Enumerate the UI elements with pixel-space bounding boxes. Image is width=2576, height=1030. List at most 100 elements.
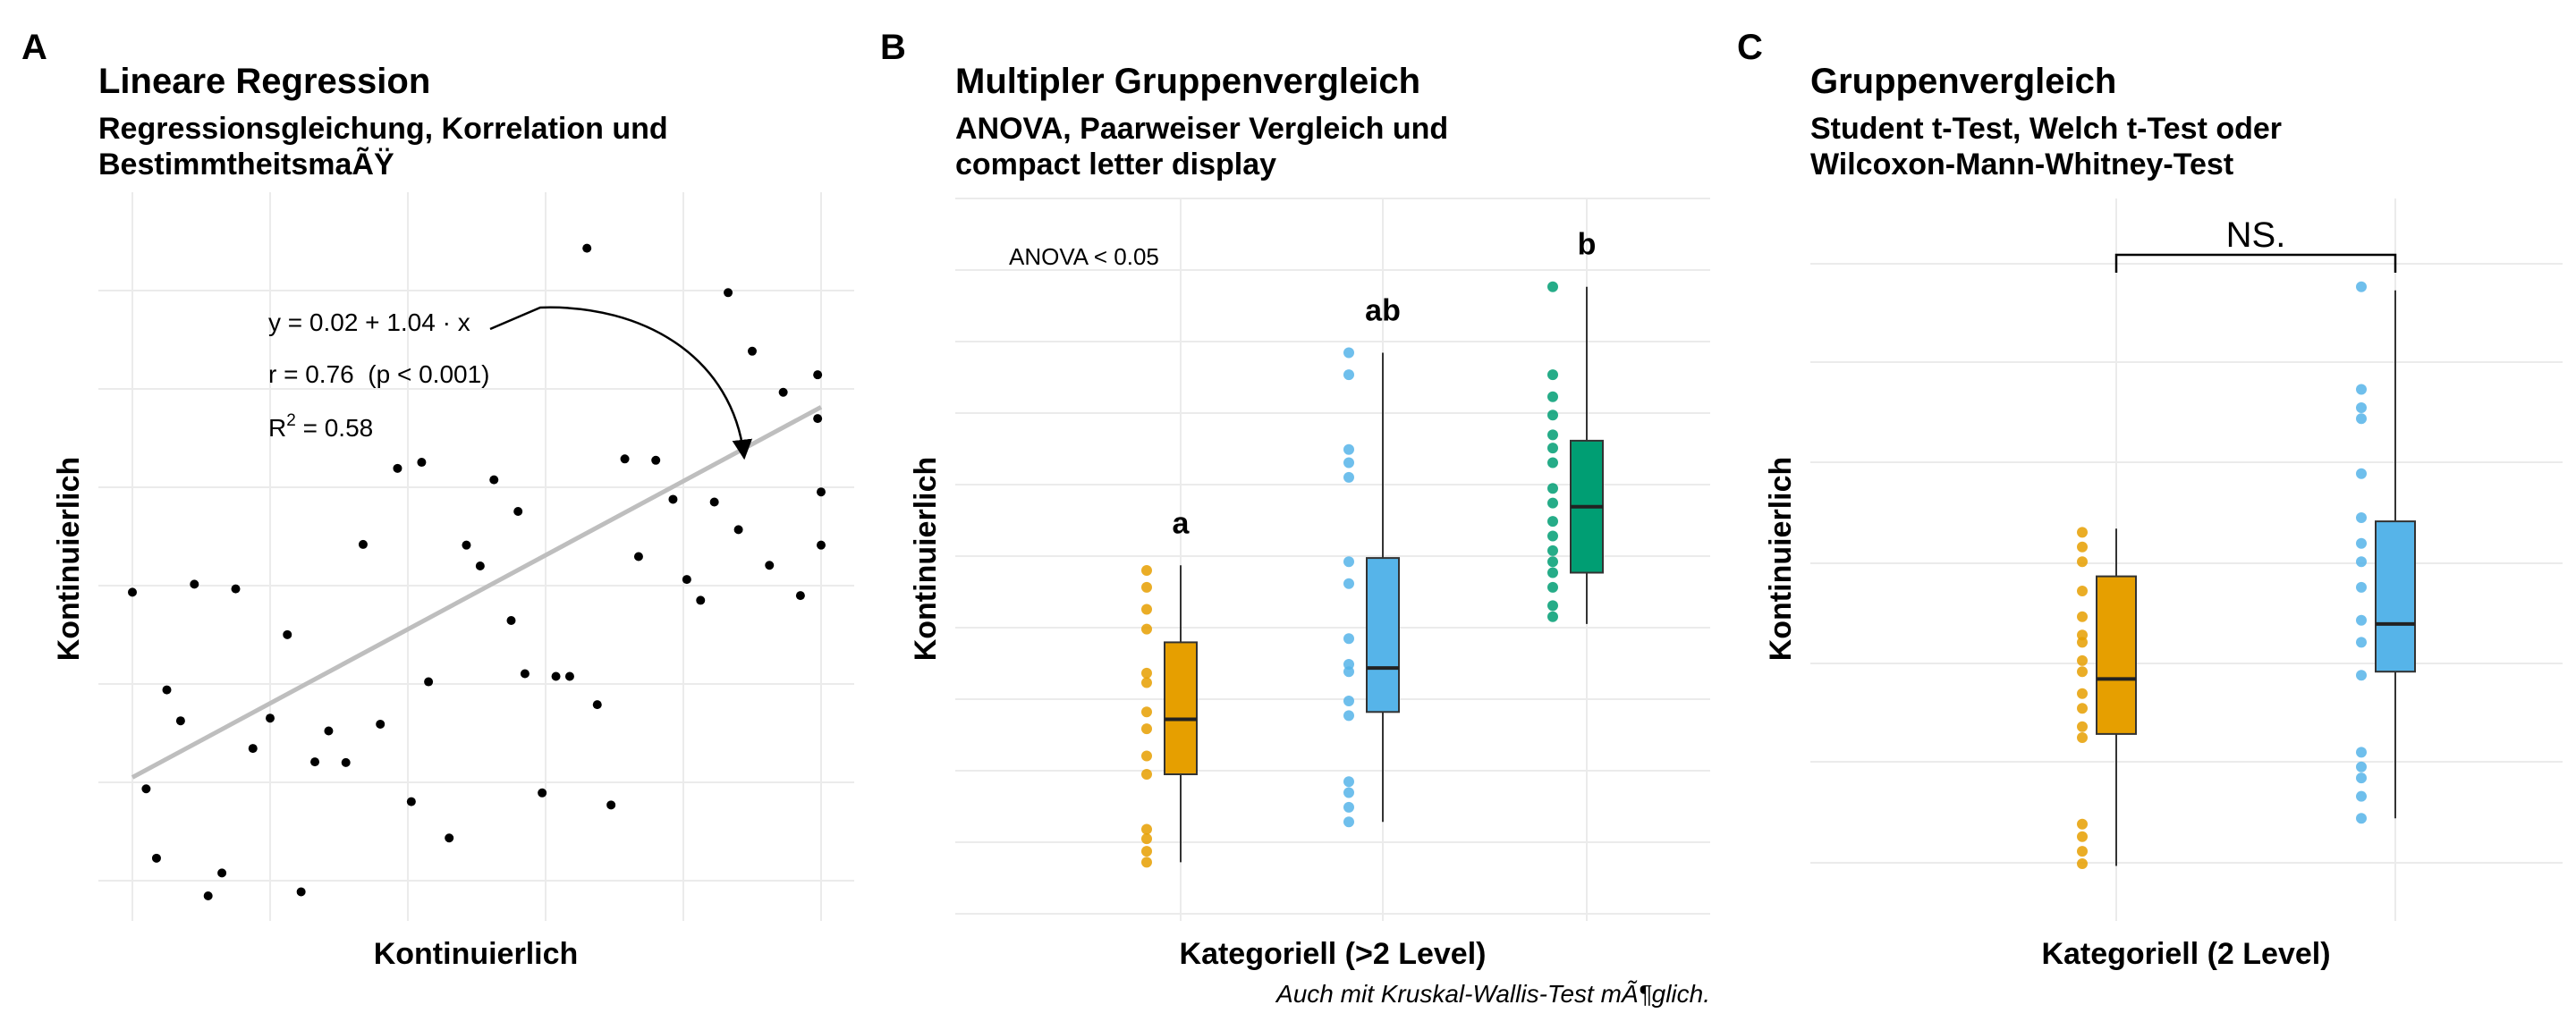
data-point <box>2356 384 2367 395</box>
scatter-point <box>393 463 402 473</box>
data-point <box>1141 581 1152 593</box>
data-point <box>1141 565 1152 577</box>
panel-c-y-axis-label: Kontinuierlich <box>1764 457 1798 662</box>
panel-c-subtitle-line2: Wilcoxon-Mann-Whitney-Test <box>1810 148 2233 182</box>
data-point <box>2356 537 2367 549</box>
scatter-point <box>417 458 427 468</box>
r-squared-label: R2 = 0.58 <box>268 411 373 442</box>
scatter-point <box>582 243 592 253</box>
data-point <box>1343 633 1354 645</box>
data-point <box>1343 443 1354 455</box>
panel-a-title: Lineare Regression <box>98 62 430 101</box>
scatter-point <box>424 677 434 687</box>
scatter-point <box>376 719 386 729</box>
scatter-point <box>709 497 719 507</box>
data-point <box>1343 578 1354 589</box>
data-point <box>1547 545 1558 556</box>
panel-a-grid <box>98 192 854 921</box>
scatter-point <box>310 757 320 767</box>
data-point <box>1141 623 1152 635</box>
data-point <box>1547 497 1558 509</box>
data-point <box>2077 556 2088 568</box>
scatter-point <box>620 454 630 464</box>
box <box>2096 575 2137 735</box>
data-point <box>2356 614 2367 626</box>
scatter-point <box>551 671 561 681</box>
scatter-point <box>795 591 805 601</box>
scatter-point <box>296 887 306 897</box>
scatter-point <box>358 539 368 549</box>
scatter-point <box>217 868 227 878</box>
data-point <box>1343 666 1354 678</box>
scatter-point <box>748 346 757 356</box>
panel-c-title: Gruppenvergleich <box>1810 62 2116 101</box>
annotation-arrow <box>489 306 753 460</box>
scatter-point <box>813 414 823 424</box>
scatter-point <box>151 853 161 863</box>
scatter-point <box>696 595 706 605</box>
data-point <box>2077 721 2088 732</box>
data-point <box>1343 369 1354 381</box>
significance-label: NS. <box>2226 215 2286 255</box>
scatter-point <box>266 713 275 723</box>
scatter-point <box>506 616 516 626</box>
data-point <box>2356 468 2367 479</box>
data-point <box>2356 637 2367 648</box>
data-point <box>1343 776 1354 788</box>
scatter-point <box>633 552 643 561</box>
data-point <box>1547 391 1558 402</box>
regression-equation: y = 0.02 + 1.04 · x <box>268 308 470 336</box>
scatter-point <box>190 579 199 589</box>
scatter-point <box>445 833 454 843</box>
panel-a-x-axis-label: Kontinuierlich <box>374 937 579 971</box>
panel-b-subtitle-line1: ANOVA, Paarweiser Vergleich und <box>955 112 1448 146</box>
scatter-point <box>520 669 530 679</box>
data-point <box>2077 637 2088 648</box>
data-point <box>1547 443 1558 454</box>
data-point <box>1547 281 1558 292</box>
data-point <box>2077 818 2088 830</box>
data-point <box>2077 586 2088 596</box>
data-point <box>1343 347 1354 359</box>
data-point <box>1141 750 1152 762</box>
scatter-point <box>406 797 416 806</box>
data-point <box>2356 813 2367 824</box>
panel-a: A Lineare Regression Regressionsgleichun… <box>21 28 854 971</box>
data-point <box>1343 801 1354 813</box>
data-point <box>1547 369 1558 381</box>
correlation-label: r = 0.76 (p < 0.001) <box>268 360 490 388</box>
panel-b-title: Multipler Gruppenvergleich <box>955 62 1420 101</box>
data-point <box>1343 659 1354 670</box>
data-point <box>2356 581 2367 593</box>
data-point <box>2077 703 2088 714</box>
data-point <box>2077 831 2088 842</box>
data-point <box>2356 413 2367 425</box>
box <box>2375 520 2416 673</box>
data-point <box>2077 666 2088 678</box>
panel-b: B Multipler Gruppenvergleich ANOVA, Paar… <box>880 28 1710 1008</box>
scatter-point <box>203 891 213 900</box>
panel-a-points <box>128 243 826 900</box>
data-point <box>1141 857 1152 868</box>
data-point <box>2356 512 2367 523</box>
data-point <box>2356 790 2367 802</box>
scatter-point <box>817 487 826 497</box>
anova-label: ANOVA < 0.05 <box>1009 243 1159 270</box>
box <box>1164 641 1198 776</box>
scatter-point <box>128 587 137 597</box>
data-point <box>1547 581 1558 593</box>
scatter-point <box>175 716 185 726</box>
cld-letter: ab <box>1365 294 1401 328</box>
significance-bracket <box>2114 253 2397 273</box>
cld-letter: b <box>1578 228 1597 262</box>
data-point <box>2077 858 2088 870</box>
scatter-point <box>341 757 351 767</box>
panel-c-boxplots <box>2077 281 2416 870</box>
scatter-point <box>324 726 334 736</box>
scatter-point <box>682 575 691 585</box>
data-point <box>1343 710 1354 722</box>
scatter-point <box>538 788 547 798</box>
data-point <box>1547 567 1558 578</box>
data-point <box>2356 670 2367 681</box>
